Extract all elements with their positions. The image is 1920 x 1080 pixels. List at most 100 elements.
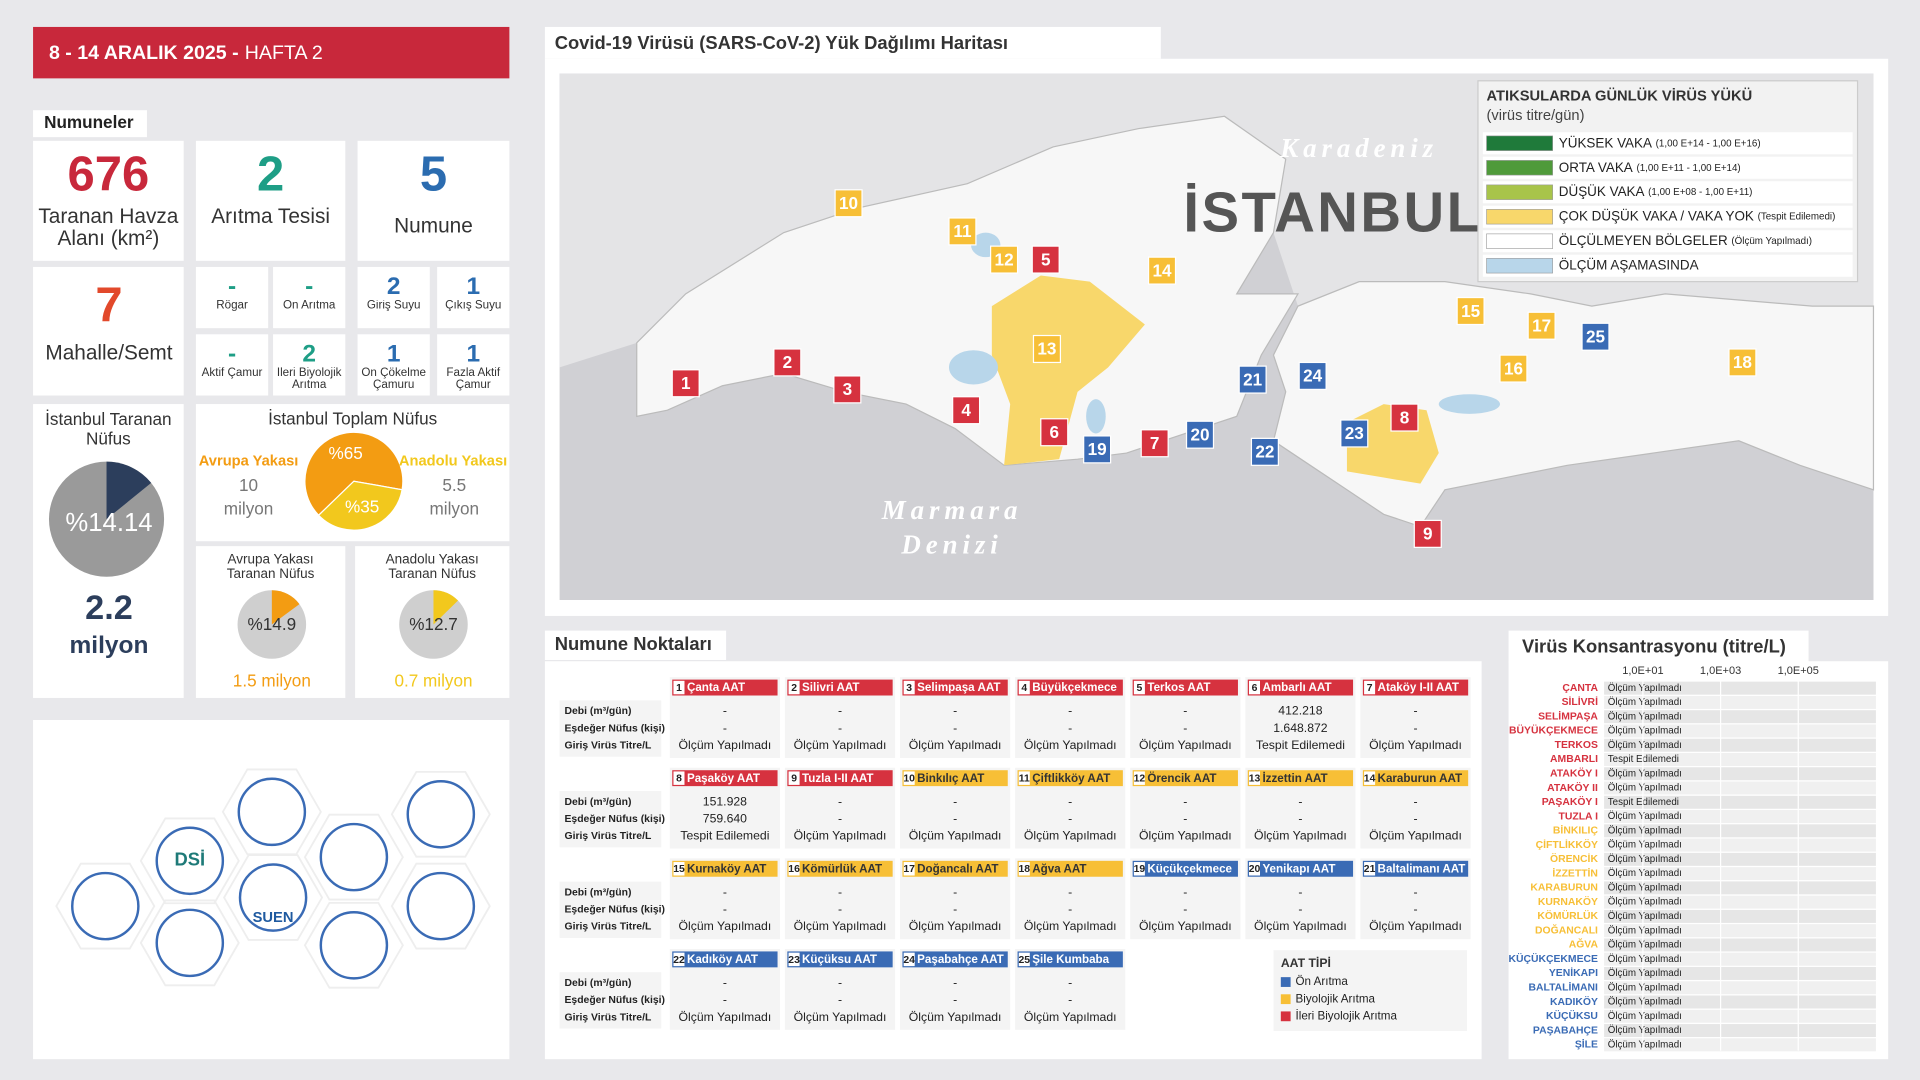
plant-value: Ölçüm Yapılmadı bbox=[909, 738, 1002, 752]
plant-id-box bbox=[1248, 771, 1260, 785]
plant-id: 16 bbox=[788, 864, 800, 875]
type-card bbox=[357, 266, 430, 329]
conc-row bbox=[1604, 867, 1876, 881]
marker-label: 21 bbox=[1243, 369, 1263, 389]
plant-id: 18 bbox=[1019, 864, 1031, 875]
marker-label: 1 bbox=[681, 373, 691, 393]
legend-row bbox=[1482, 132, 1853, 155]
conc-row bbox=[1604, 895, 1876, 909]
plant-value: Ölçüm Yapılmadı bbox=[1139, 919, 1232, 933]
type-value: 1 bbox=[387, 341, 401, 368]
plant-value: - bbox=[1298, 811, 1302, 825]
plant-value: Ölçüm Yapılmadı bbox=[794, 738, 887, 752]
plant-header bbox=[1362, 770, 1469, 787]
plant-value: Ölçüm Yapılmadı bbox=[1024, 738, 1117, 752]
plant-id-box bbox=[903, 952, 915, 967]
side-title: Avrupa Yakası Taranan Nüfus bbox=[226, 552, 315, 582]
plant-value: - bbox=[723, 993, 727, 1007]
map-marker bbox=[952, 396, 981, 425]
conc-category: TERKOS bbox=[1555, 740, 1598, 751]
plant-value: - bbox=[1183, 704, 1187, 718]
map-title-box bbox=[544, 26, 1161, 59]
plant-value: - bbox=[723, 902, 727, 916]
plant-value: - bbox=[1183, 794, 1187, 808]
hexagon bbox=[139, 817, 240, 905]
conc-status: Ölçüm Yapılmadı bbox=[1608, 925, 1682, 936]
conc-row bbox=[1604, 695, 1876, 709]
plant-name: Paşabahçe AAT bbox=[917, 953, 1004, 966]
side-title-box: Avrupa Yakası Taranan Nüfus bbox=[226, 552, 315, 582]
plant-value: Ölçüm Yapılmadı bbox=[679, 1010, 772, 1024]
sea-label: Karadeniz bbox=[1279, 133, 1438, 163]
map-marker bbox=[1456, 296, 1485, 326]
conc-status: Ölçüm Yapılmadı bbox=[1608, 897, 1682, 908]
conc-row bbox=[1604, 838, 1876, 852]
conc-status: Ölçüm Yapılmadı bbox=[1608, 854, 1682, 865]
plant-value: Ölçüm Yapılmadı bbox=[1369, 829, 1462, 843]
type-label-box: Ön Arıtma bbox=[283, 300, 335, 312]
city-label: İSTANBUL bbox=[1183, 181, 1483, 244]
plant-name: Silivri AAT bbox=[802, 681, 859, 694]
plant-name: Tuzla I-II AAT bbox=[802, 772, 873, 785]
conc-row bbox=[1604, 767, 1876, 781]
type-value: - bbox=[228, 273, 236, 300]
logo bbox=[237, 777, 307, 847]
conc-row bbox=[1604, 681, 1876, 695]
type-card bbox=[273, 266, 346, 329]
marker-label: 25 bbox=[1586, 326, 1606, 346]
plant-id: 19 bbox=[1134, 864, 1146, 875]
plant-header bbox=[1017, 860, 1123, 877]
plant-value: - bbox=[1068, 993, 1072, 1007]
plant-id-box bbox=[903, 680, 915, 695]
aat-swatch bbox=[1280, 977, 1291, 987]
plant-name: Paşaköy AAT bbox=[687, 772, 760, 785]
plant-value: - bbox=[1298, 902, 1302, 916]
plant-value: - bbox=[1068, 794, 1072, 808]
plant-id: 2 bbox=[791, 683, 797, 694]
map-title: Covid-19 Virüsü (SARS-CoV-2) Yük Dağılım… bbox=[555, 32, 1008, 53]
plant-value: - bbox=[1413, 902, 1417, 916]
plant-header bbox=[1017, 679, 1123, 696]
plant-id: 10 bbox=[903, 774, 915, 785]
conc-row bbox=[1604, 724, 1876, 738]
plant-value: - bbox=[723, 704, 727, 718]
row-label: Giriş Virüs Titre/L bbox=[564, 1012, 651, 1023]
x-tick-label: 1,0E+01 bbox=[1622, 665, 1663, 677]
header-text: 8 - 14 ARALIK 2025 - HAFTA 2 bbox=[49, 42, 323, 64]
plant-value: - bbox=[838, 993, 842, 1007]
marker-label: 5 bbox=[1041, 249, 1051, 269]
marker-label: 2 bbox=[783, 352, 793, 372]
conc-category: KURNAKÖY bbox=[1538, 895, 1598, 908]
plant-id-box bbox=[673, 862, 685, 876]
plant-id-box bbox=[673, 680, 685, 695]
conc-row bbox=[1604, 824, 1876, 838]
marker-label: 22 bbox=[1255, 442, 1274, 462]
plant-name: Ağva AAT bbox=[1032, 862, 1086, 875]
pie-slice bbox=[304, 431, 404, 517]
type-value: - bbox=[305, 273, 313, 300]
plant-value: - bbox=[1183, 721, 1187, 735]
aat-label: Biyolojik Arıtma bbox=[1296, 992, 1376, 1005]
plant-name: Selimpaşa AAT bbox=[917, 681, 1000, 694]
plant-header bbox=[672, 679, 778, 696]
plant-header bbox=[1132, 770, 1238, 787]
plant-value: Ölçüm Yapılmadı bbox=[909, 919, 1002, 933]
plant-header bbox=[1247, 770, 1354, 787]
plant-id: 11 bbox=[1019, 774, 1030, 785]
marker-label: 12 bbox=[995, 249, 1014, 269]
legend-swatch bbox=[1486, 258, 1553, 274]
conc-category: ATAKÖY II bbox=[1547, 781, 1598, 794]
marker-label: 10 bbox=[839, 193, 858, 213]
legend-swatch bbox=[1486, 160, 1553, 176]
side-amount: 1.5 milyon bbox=[233, 671, 311, 691]
plant-name: Küçükçekmece bbox=[1147, 862, 1232, 875]
plant-value: Ölçüm Yapılmadı bbox=[1139, 738, 1232, 752]
type-card bbox=[195, 334, 269, 396]
map-marker bbox=[1413, 519, 1442, 548]
legend-note: (Ölçüm Yapılmadı) bbox=[1731, 236, 1812, 247]
conc-row bbox=[1604, 909, 1876, 923]
type-card bbox=[357, 334, 430, 396]
conc-category: KÜÇÜKÇEKMECE bbox=[1508, 952, 1598, 965]
legend-name: ORTA VAKA bbox=[1559, 159, 1633, 174]
plant-id: 12 bbox=[1134, 774, 1146, 785]
